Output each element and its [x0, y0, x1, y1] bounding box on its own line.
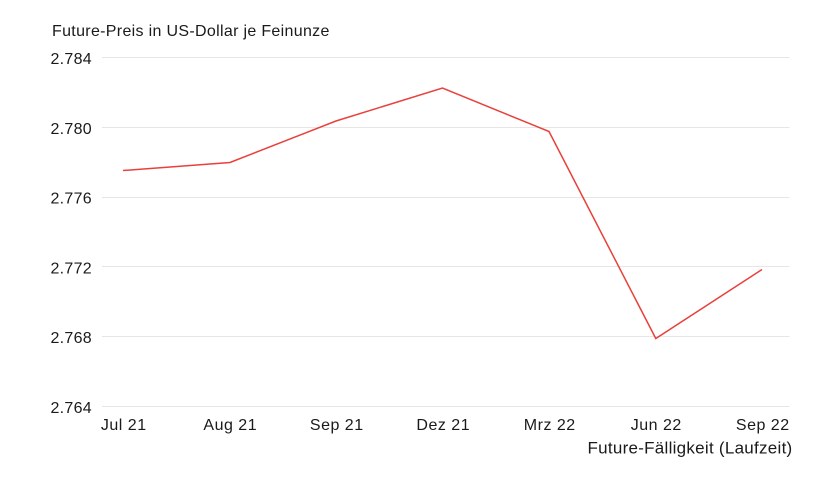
svg-text:Sep 22: Sep 22: [736, 417, 790, 434]
svg-text:Jul 21: Jul 21: [101, 417, 147, 434]
svg-text:Sep 21: Sep 21: [310, 417, 364, 434]
svg-text:Aug 21: Aug 21: [203, 417, 257, 434]
svg-text:2.776: 2.776: [50, 191, 92, 208]
svg-text:2.784: 2.784: [50, 51, 92, 68]
svg-text:Future-Fälligkeit (Laufzeit): Future-Fälligkeit (Laufzeit): [587, 439, 792, 458]
svg-text:Dez 21: Dez 21: [416, 417, 470, 434]
svg-text:2.772: 2.772: [50, 260, 92, 277]
svg-text:2.764: 2.764: [50, 400, 92, 417]
svg-text:Mrz 22: Mrz 22: [524, 417, 576, 434]
svg-text:Jun 22: Jun 22: [631, 417, 682, 434]
svg-text:2.780: 2.780: [50, 121, 92, 138]
svg-text:2.768: 2.768: [50, 330, 92, 347]
svg-text:Future-Preis in US-Dollar je F: Future-Preis in US-Dollar je Feinunze: [52, 23, 330, 40]
